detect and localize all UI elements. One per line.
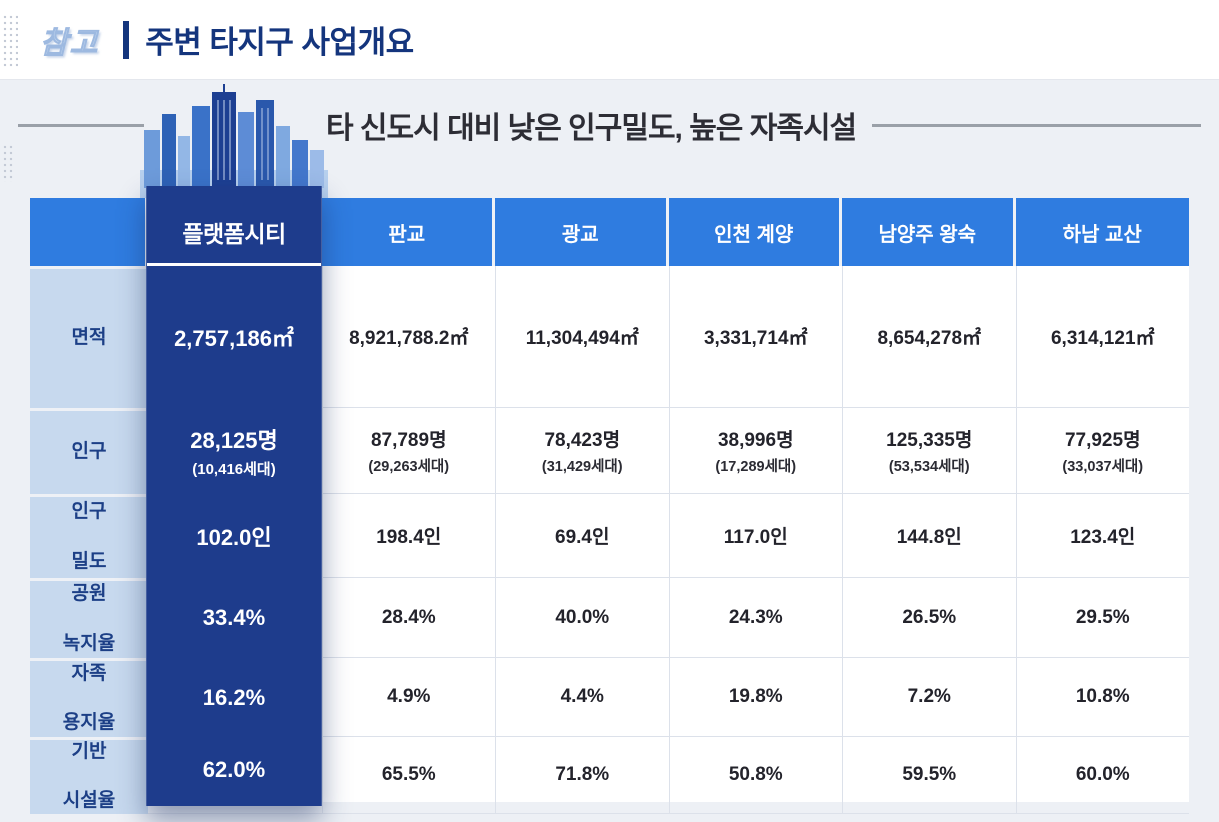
cell-platform-city-population: 28,125명 (10,416세대)	[190, 428, 278, 478]
dot-decoration-mid	[2, 144, 14, 182]
cell-namyangju-wangsuk-self-sufficiency-ratio: 7.2%	[842, 658, 1016, 737]
subtitle-line-right	[872, 123, 1201, 127]
cell-incheon-gyeyang-population: 38,996명 (17,289세대)	[668, 408, 842, 494]
page-title: 주변 타지구 사업개요	[145, 25, 414, 60]
column-header-platform-city: 플랫폼시티	[147, 186, 321, 266]
row-header-self-sufficiency-ratio: 자족 용지율	[30, 658, 148, 737]
cell-pangyo-self-sufficiency-ratio: 4.9%	[321, 658, 495, 737]
cell-namyangju-wangsuk-infrastructure-ratio: 59.5%	[842, 737, 1016, 815]
cell-gwanggyo-park-green-ratio: 40.0%	[495, 578, 669, 658]
column-header-gwanggyo: 광교	[495, 198, 669, 266]
cell-gwanggyo-infrastructure-ratio: 71.8%	[495, 737, 669, 815]
cell-platform-city-density: 102.0인	[196, 525, 272, 550]
column-header-pangyo: 판교	[321, 198, 495, 266]
cell-hanam-gyosan-density: 123.4인	[1015, 494, 1189, 578]
cell-namyangju-wangsuk-population: 125,335명 (53,534세대)	[842, 408, 1016, 494]
cell-hanam-gyosan-area: 6,314,121㎡	[1015, 266, 1189, 408]
column-header-namyangju-wangsuk: 남양주 왕숙	[842, 198, 1016, 266]
cell-incheon-gyeyang-park-green-ratio: 24.3%	[668, 578, 842, 658]
cell-pangyo-infrastructure-ratio: 65.5%	[321, 737, 495, 815]
cell-incheon-gyeyang-infrastructure-ratio: 50.8%	[668, 737, 842, 815]
subtitle-line-left	[18, 123, 144, 127]
cell-namyangju-wangsuk-area: 8,654,278㎡	[842, 266, 1016, 408]
cell-platform-city-infrastructure-ratio: 62.0%	[202, 756, 266, 782]
platform-city-card: 플랫폼시티 2,757,186㎡ 28,125명 (10,416세대) 102.0인 3…	[146, 186, 322, 806]
cell-gwanggyo-density: 69.4인	[495, 494, 669, 578]
dot-decoration-top	[2, 14, 18, 68]
cell-namyangju-wangsuk-park-green-ratio: 26.5%	[842, 578, 1016, 658]
cell-pangyo-population: 87,789명 (29,263세대)	[321, 408, 495, 494]
table-head: 판교 광교 인천 계양 남양주 왕숙 하남 교산	[30, 198, 1189, 266]
cell-hanam-gyosan-park-green-ratio: 29.5%	[1015, 578, 1189, 658]
cell-platform-city-infrastructure-ratio	[148, 737, 322, 815]
cell-gwanggyo-area: 11,304,494㎡	[495, 266, 669, 408]
subtitle: 타 신도시 대비 낮은 인구밀도, 높은 자족시설	[326, 112, 857, 145]
cell-platform-city-park-green-ratio: 33.4%	[202, 605, 266, 630]
table-row-population: 인구 87,789명 (29,263세대) 78,423명 (31,429세대) 38,9…	[30, 408, 1189, 494]
cell-hanam-gyosan-population: 77,925명 (33,037세대)	[1015, 408, 1189, 494]
cell-incheon-gyeyang-area: 3,331,714㎡	[668, 266, 842, 408]
reference-badge: 참고	[39, 26, 100, 60]
cell-gwanggyo-self-sufficiency-ratio: 4.4%	[495, 658, 669, 737]
cell-incheon-gyeyang-self-sufficiency-ratio: 19.8%	[668, 658, 842, 737]
cell-hanam-gyosan-self-sufficiency-ratio: 10.8%	[1015, 658, 1189, 737]
comparison-table: 판교 광교 인천 계양 남양주 왕숙 하남 교산 면적 8,921,788.2㎡ 11,30…	[30, 186, 1189, 815]
row-header-park-green-ratio: 공원 녹지율	[30, 578, 148, 658]
cell-hanam-gyosan-infrastructure-ratio: 60.0%	[1015, 737, 1189, 815]
table-corner-cell	[30, 198, 148, 266]
column-header-incheon-gyeyang: 인천 계양	[668, 198, 842, 266]
cell-gwanggyo-population: 78,423명 (31,429세대)	[495, 408, 669, 494]
city-skyline-illustration	[140, 84, 328, 200]
row-header-infrastructure-ratio: 기반 시설율	[30, 737, 148, 815]
row-header-population: 인구	[30, 408, 148, 494]
cell-platform-city-self-sufficiency-ratio: 16.2%	[202, 684, 266, 710]
cell-incheon-gyeyang-density: 117.0인	[668, 494, 842, 578]
cell-platform-city-area: 2,757,186㎡	[174, 326, 294, 351]
cell-pangyo-density: 198.4인	[321, 494, 495, 578]
row-header-area: 면적	[30, 266, 148, 408]
cell-pangyo-park-green-ratio: 28.4%	[321, 578, 495, 658]
column-header-hanam-gyosan: 하남 교산	[1015, 198, 1189, 266]
cell-namyangju-wangsuk-density: 144.8인	[842, 494, 1016, 578]
cell-pangyo-area: 8,921,788.2㎡	[321, 266, 495, 408]
subtitle-row: 타 신도시 대비 낮은 인구밀도, 높은 자족시설	[18, 96, 1201, 154]
row-header-density: 인구 밀도	[30, 494, 148, 578]
title-divider	[123, 20, 130, 59]
header-bar: 참고 주변 타지구 사업개요	[0, 0, 1219, 80]
